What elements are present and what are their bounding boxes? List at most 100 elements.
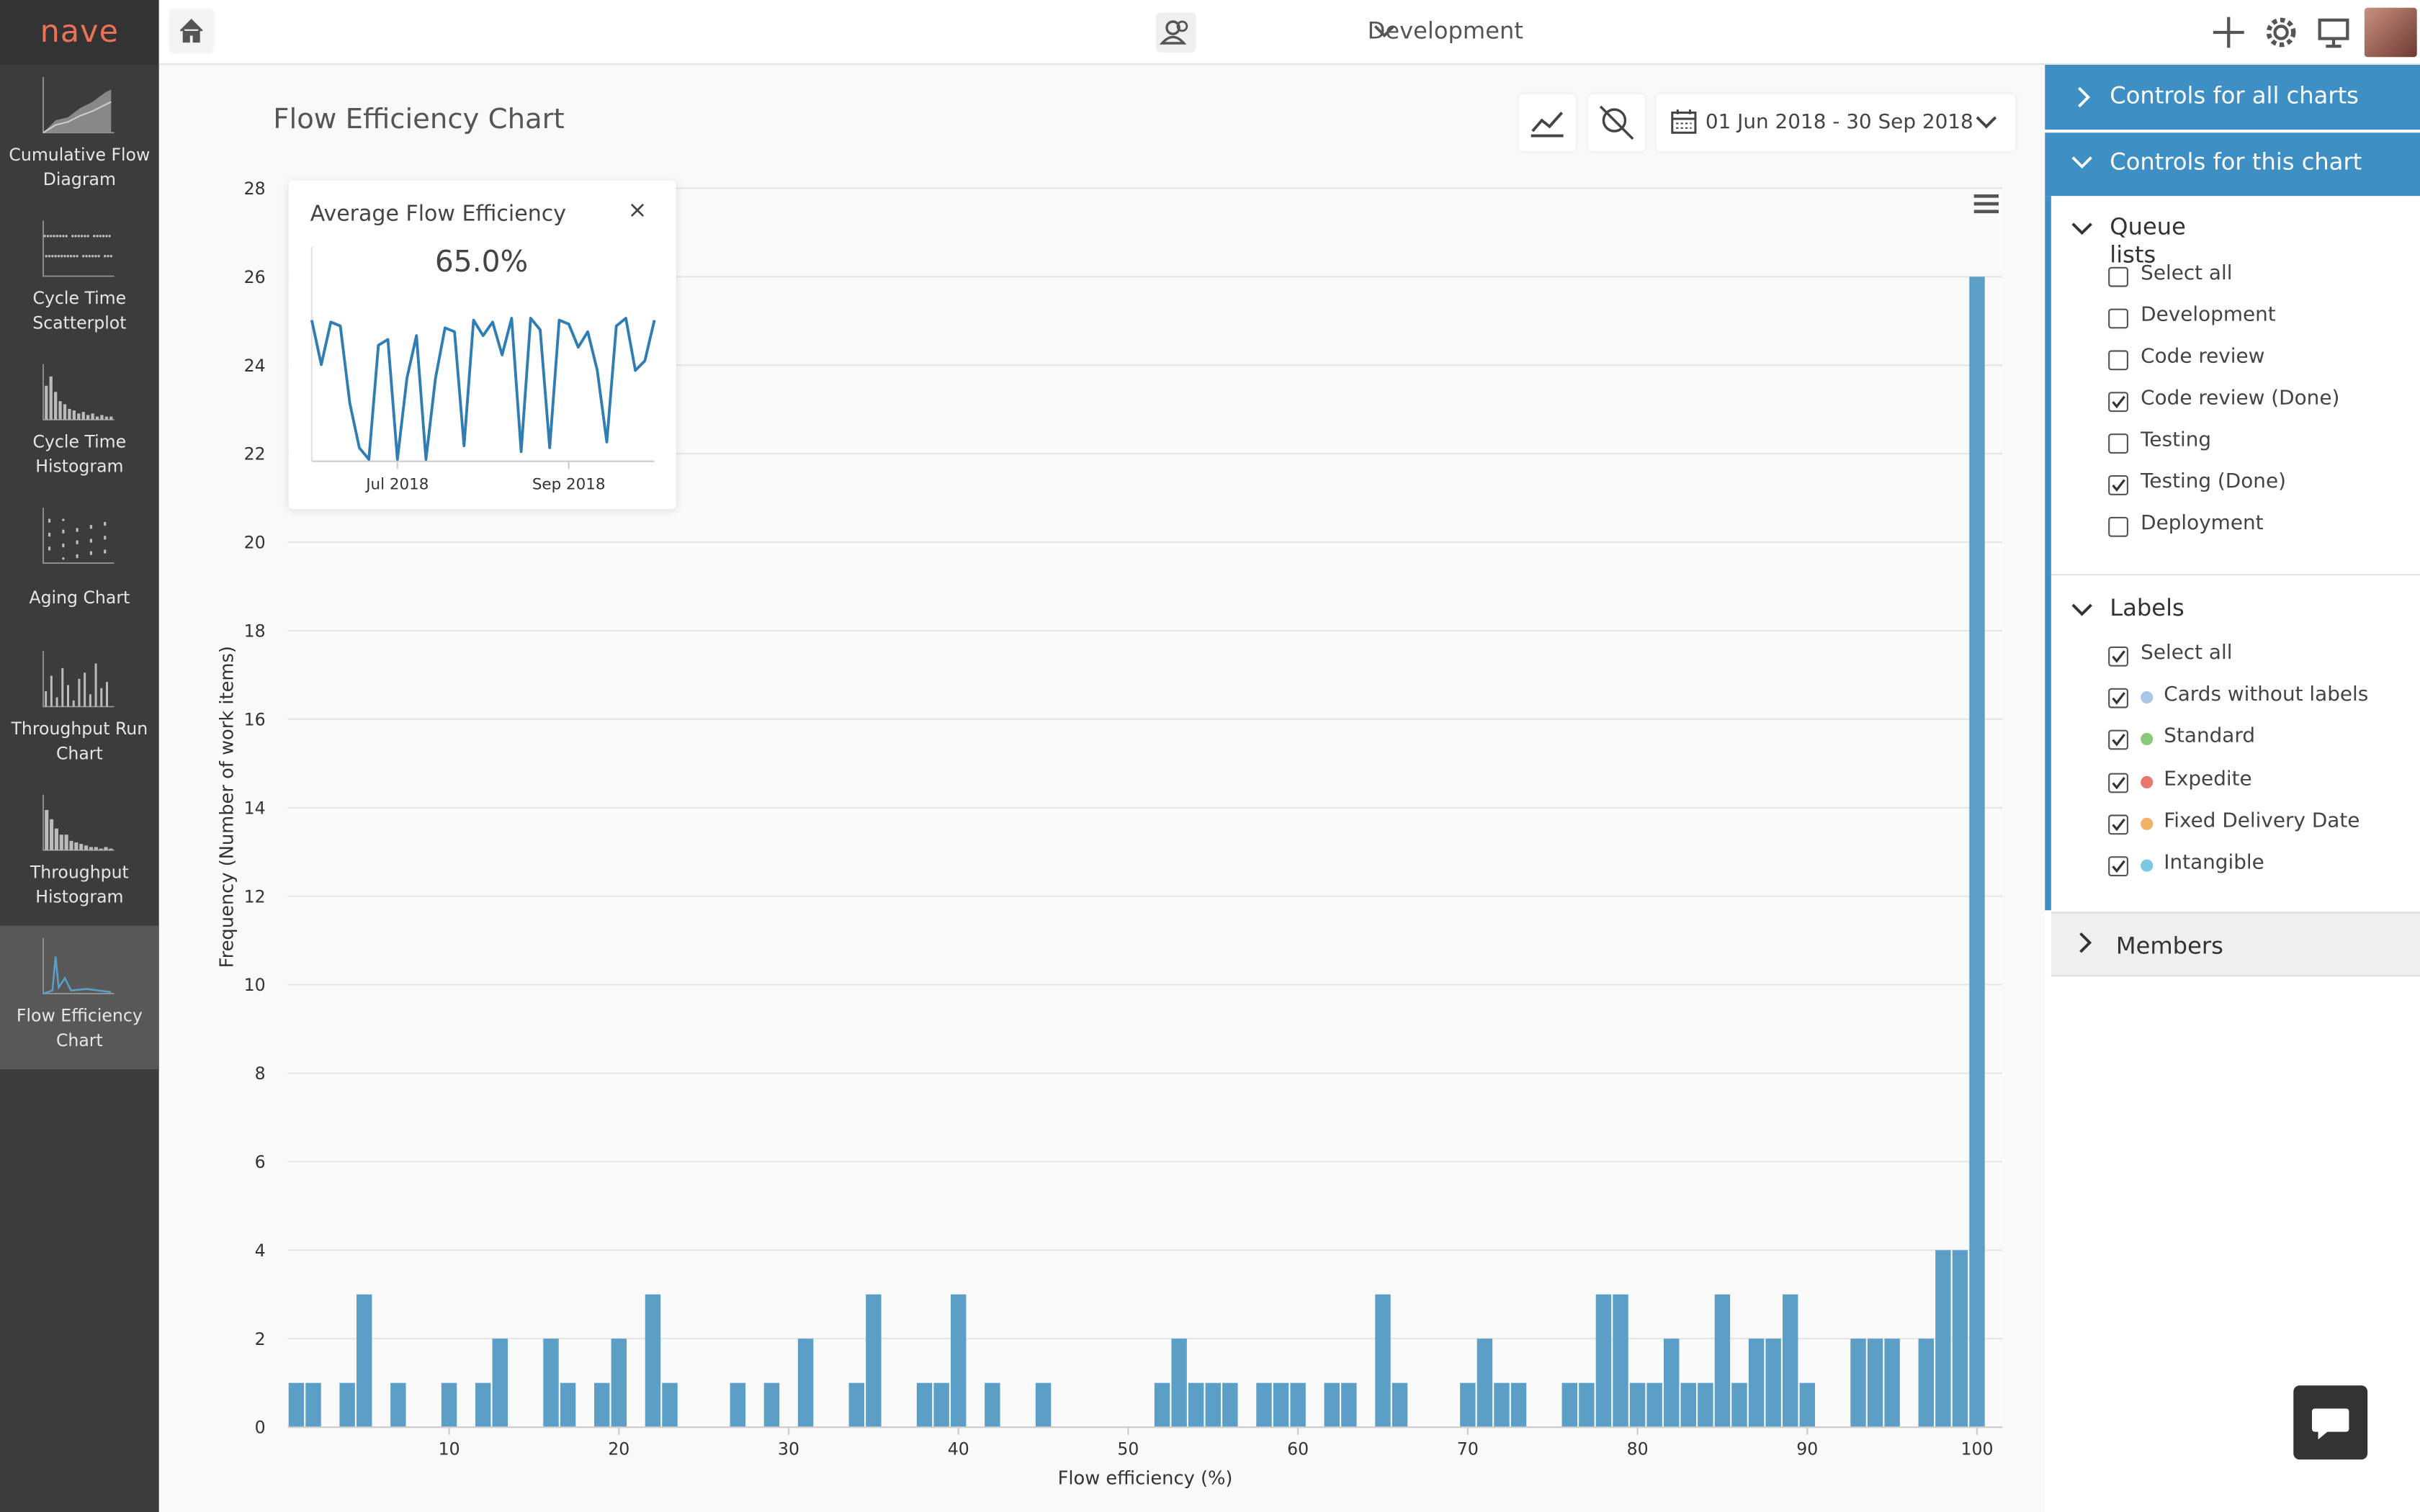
y-tick-label: 2 [255,1329,266,1349]
settings-button[interactable] [2261,12,2301,53]
queue-checkbox[interactable] [2108,308,2128,329]
bar [1256,1382,1272,1428]
trend-button[interactable] [1518,94,1576,151]
bar [288,1382,305,1428]
label-color [2141,691,2154,704]
add-button[interactable] [2205,12,2251,53]
date-range[interactable]: 01 Jun 2018 - 30 Sep 2018 [1705,111,1973,135]
bar [1273,1382,1289,1428]
bar [594,1382,610,1428]
x-tick-label: 50 [1117,1439,1139,1459]
sidebar-item[interactable]: Flow Efficiency Chart [0,925,159,1069]
home-button[interactable] [169,9,213,53]
collapse-chevron[interactable] [2070,220,2094,239]
label-checkbox[interactable] [2108,856,2128,877]
members-title: Members [2115,932,2223,960]
y-tick-label: 26 [244,267,266,287]
bar [1290,1382,1306,1428]
queue-checkbox[interactable] [2108,475,2128,495]
members-row[interactable]: Members [2051,912,2420,977]
topbar: Development [158,0,2420,65]
collapse-chevron[interactable] [2070,602,2094,621]
queue-checkbox[interactable] [2108,516,2128,537]
bar [645,1294,661,1428]
outlier-button[interactable] [1588,94,1646,151]
y-tick-label: 12 [244,886,266,906]
chat-button[interactable] [2293,1385,2368,1460]
sidebar-item[interactable]: Throughput Run Chart [0,639,159,782]
bar [1680,1382,1696,1428]
label-checkbox[interactable] [2108,688,2128,708]
x-tick-label: 90 [1796,1439,1818,1459]
board-icon[interactable] [1156,12,1196,53]
queue-checkbox[interactable] [2108,350,2128,371]
sidebar-item[interactable]: Cycle Time Histogram [0,352,159,495]
sidebar-item[interactable]: Cycle Time Scatterplot [0,208,159,351]
queue-checkbox[interactable] [2108,433,2128,454]
date-range-picker[interactable] [1656,94,2016,151]
sidebar-icon [42,937,115,995]
all-charts-controls[interactable]: Controls for all charts [2045,65,2420,130]
sidebar-item[interactable]: Cumulative Flow Diagram [0,65,159,208]
bar [305,1382,321,1428]
bar [1783,1294,1798,1428]
logo[interactable]: nave [0,0,159,65]
display-button[interactable] [2313,12,2354,53]
section-title: Queue lists [2110,212,2186,269]
bar [390,1382,406,1428]
panel-accent [2045,196,2051,911]
bar [1188,1382,1204,1428]
bar [1341,1382,1357,1428]
sidebar-icon [42,651,115,708]
sidebar-label: Cycle Time Scatterplot [32,288,127,333]
bar [1595,1294,1612,1428]
sidebar-item[interactable]: Aging Chart [0,495,159,639]
label-color [2141,859,2154,872]
y-tick-label: 24 [244,356,266,376]
label-checkbox[interactable] [2108,646,2128,667]
bar [1884,1338,1900,1428]
board-chevron[interactable] [1372,22,1397,43]
y-tick-label: 14 [244,798,266,818]
bar [797,1338,814,1428]
menu-bar [1973,194,1999,198]
popup-title: Average Flow Efficiency [310,201,566,226]
bar [1324,1382,1340,1428]
y-tick-label: 18 [244,621,266,642]
popup [288,180,676,510]
avatar[interactable] [2364,7,2417,58]
bar [1579,1382,1595,1428]
label-name: Intangible [2164,851,2264,875]
bar [1646,1382,1662,1428]
bar [1561,1382,1577,1428]
queue-checkbox[interactable] [2108,392,2128,413]
bar [1494,1382,1510,1428]
popup-close[interactable]: × [628,196,647,223]
sidebar-icon [42,794,115,851]
y-tick-label: 10 [244,975,266,995]
line [310,317,656,461]
this-chart-controls[interactable]: Controls for this chart [2045,132,2420,197]
bar [1392,1382,1408,1428]
label-checkbox[interactable] [2108,772,2128,793]
sidebar-item[interactable]: Throughput Histogram [0,782,159,925]
bar [1476,1338,1493,1428]
x-tick-label: Sep 2018 [532,475,606,493]
queue-name: Code review (Done) [2141,387,2340,410]
queue-checkbox[interactable] [2108,266,2128,287]
label-checkbox[interactable] [2108,730,2128,751]
label-color [2141,733,2154,746]
bar [1222,1382,1238,1428]
queue-name: Testing (Done) [2141,470,2286,494]
bar [543,1338,559,1428]
bar [356,1294,372,1428]
chart-menu[interactable] [1973,194,1999,214]
sidebar-icon [42,220,115,277]
label-checkbox[interactable] [2108,814,2128,834]
bar [1765,1338,1781,1428]
label-name: Select all [2141,642,2233,665]
bar [933,1382,949,1428]
board-selector[interactable]: Development [1367,17,1523,45]
label-color [2141,817,2154,830]
